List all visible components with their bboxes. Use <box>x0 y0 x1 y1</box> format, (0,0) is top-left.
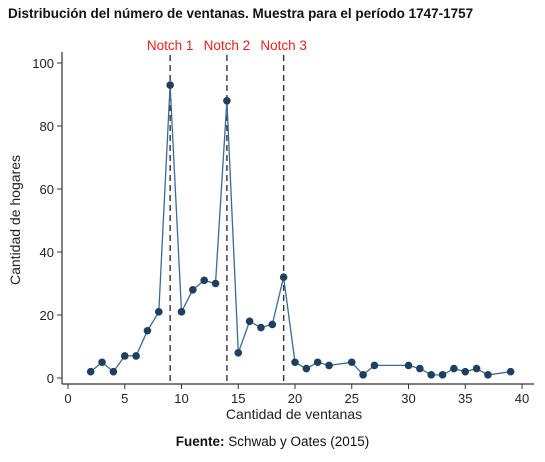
data-point <box>268 320 277 329</box>
data-point <box>291 358 299 367</box>
data-point <box>234 349 243 357</box>
source-label: Fuente: <box>175 434 225 449</box>
x-tick-label: 30 <box>401 391 415 406</box>
x-tick-label: 40 <box>515 391 529 406</box>
notch-label: Notch 2 <box>204 38 251 53</box>
y-tick-label: 20 <box>40 308 54 323</box>
data-point <box>86 367 95 376</box>
series-line <box>90 85 511 376</box>
data-point <box>313 358 322 367</box>
data-point <box>177 308 186 316</box>
data-point <box>450 364 458 373</box>
data-point <box>143 326 152 335</box>
data-point <box>279 273 288 282</box>
data-point <box>189 286 197 294</box>
data-point <box>200 276 208 285</box>
data-point <box>347 358 356 367</box>
y-tick-label: 0 <box>47 371 54 386</box>
data-point <box>245 317 254 326</box>
data-point <box>506 367 515 376</box>
x-tick-label: 0 <box>64 391 71 406</box>
data-point <box>325 361 333 370</box>
y-tick-label: 80 <box>40 119 54 134</box>
x-tick-label: 10 <box>174 391 188 406</box>
source-text: Schwab y Oates (2015) <box>228 434 370 449</box>
data-point <box>461 367 470 376</box>
data-point <box>257 323 265 332</box>
notch-label: Notch 3 <box>260 38 307 53</box>
data-point <box>404 361 413 370</box>
y-tick-label: 40 <box>40 245 54 260</box>
data-point <box>438 371 447 379</box>
data-point <box>484 371 492 379</box>
data-point <box>98 358 106 367</box>
data-point <box>211 279 220 288</box>
x-tick-label: 5 <box>121 391 128 406</box>
notch-label: Notch 1 <box>147 38 194 53</box>
data-point <box>359 371 367 379</box>
data-point <box>166 81 174 89</box>
x-tick-label: 15 <box>231 391 245 406</box>
data-point <box>472 364 481 373</box>
data-point <box>302 364 311 373</box>
data-point <box>120 352 129 360</box>
data-point <box>223 97 231 105</box>
data-series <box>86 81 515 379</box>
data-point <box>370 361 379 370</box>
chart-title: Distribución del número de ventanas. Mue… <box>8 6 474 21</box>
y-tick-label: 100 <box>32 56 54 71</box>
x-tick-label: 20 <box>288 391 302 406</box>
data-point <box>132 352 140 360</box>
x-tick-label: 35 <box>458 391 472 406</box>
data-point <box>109 367 118 376</box>
y-axis-label: Cantidad de hogares <box>7 155 23 285</box>
y-tick-label: 60 <box>40 182 54 197</box>
data-point <box>427 371 436 379</box>
data-point <box>416 364 424 373</box>
source-note: Fuente: Schwab y Oates (2015) <box>0 434 545 449</box>
x-tick-label: 25 <box>345 391 359 406</box>
data-point <box>155 308 163 316</box>
x-axis-label: Cantidad de ventanas <box>226 406 362 422</box>
axes: 0 5 10 15 20 25 30 35 40 0 20 40 60 80 100 <box>32 52 534 406</box>
notch-lines: Notch 1 Notch 2 Notch 3 <box>147 38 307 384</box>
